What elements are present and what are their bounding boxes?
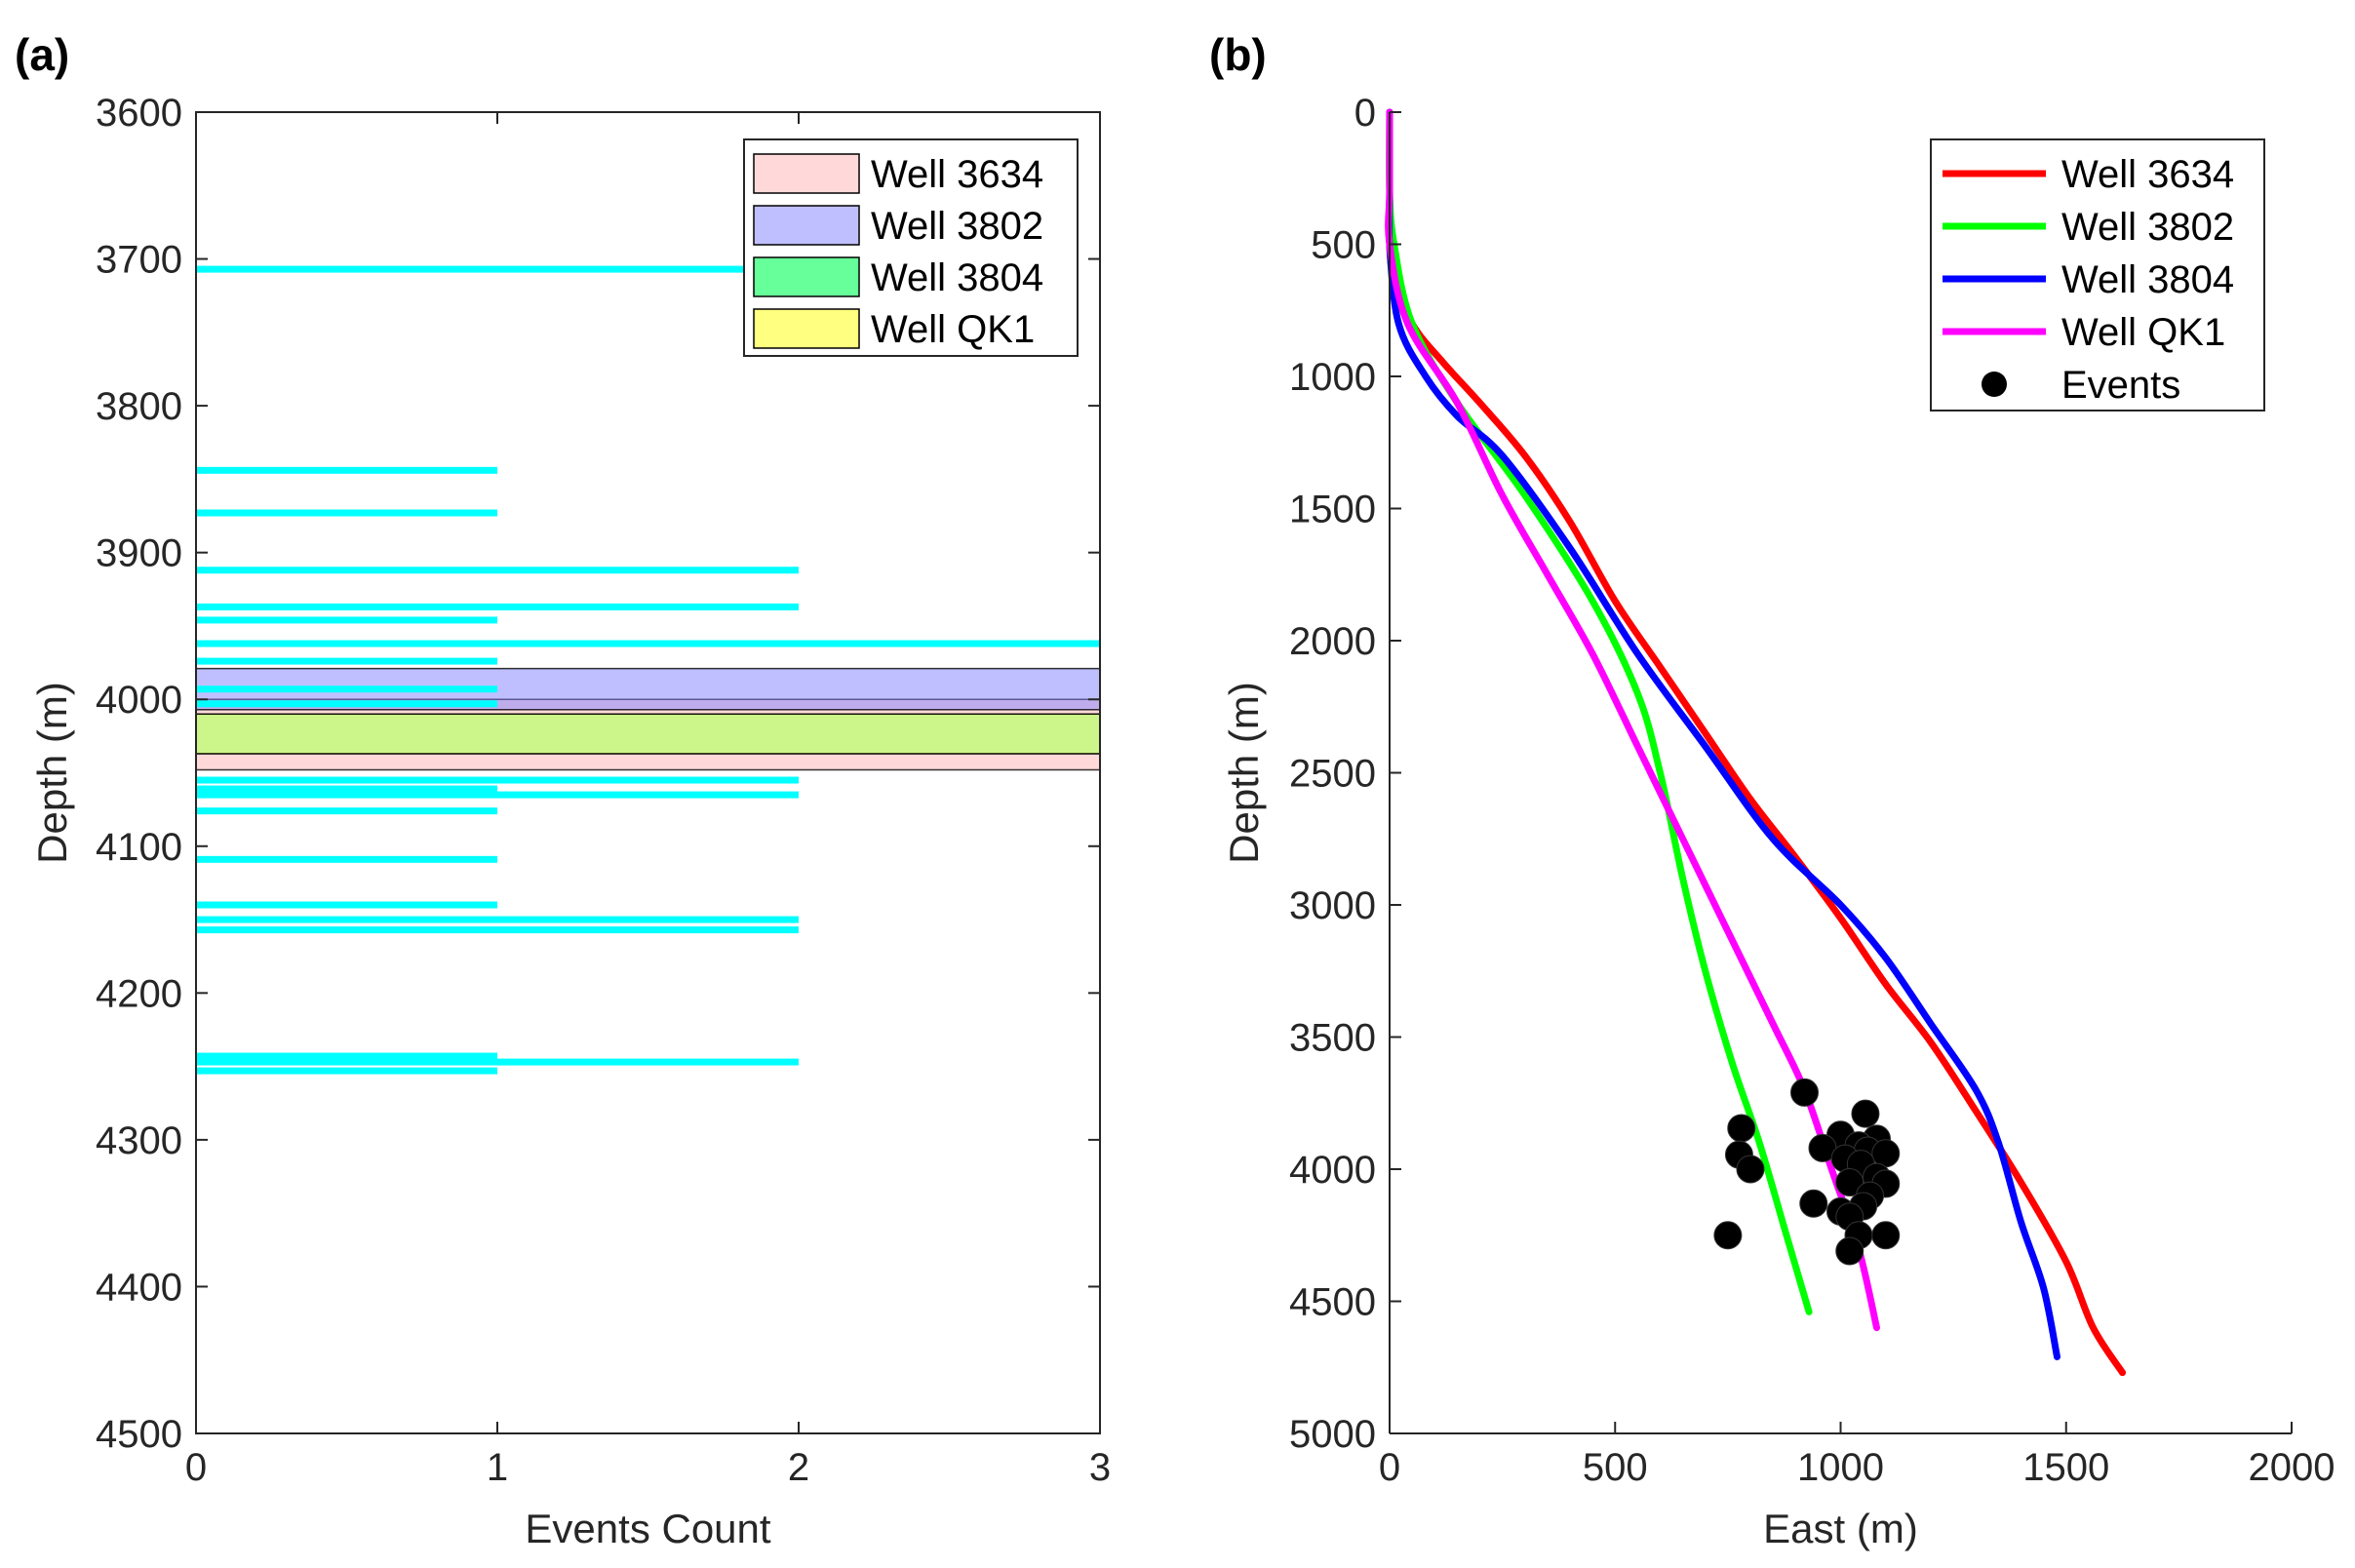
event-bar-0 [196, 265, 799, 273]
y-tick-label: 4000 [1289, 1149, 1376, 1192]
y-tick-label: 3800 [96, 385, 182, 428]
event-bar-18 [196, 1052, 497, 1060]
event-bar-14 [196, 855, 497, 863]
legend-label: Well QK1 [2061, 311, 2225, 354]
panel-a-axes: 0 1 2 3 3600 3700 3800 3900 4000 4100 4200 4300 4400… [96, 92, 1111, 1489]
legend-label: Well 3802 [2061, 206, 2234, 249]
legend-swatch [753, 256, 860, 297]
event-marker-14 [1835, 1168, 1864, 1197]
panel-b-y-axis-label: Depth (m) [1221, 682, 1267, 864]
x-tick-label: 1500 [2022, 1446, 2109, 1489]
panel-b-label: (b) [1209, 29, 1267, 80]
event-bar-2 [196, 509, 497, 517]
y-tick-label: 4100 [96, 826, 182, 869]
event-bar-16 [196, 916, 799, 923]
panel-a-zones [195, 667, 1101, 771]
y-tick-label: 1000 [1289, 356, 1376, 399]
y-tick-label: 4500 [1289, 1281, 1376, 1324]
panel-b-axes: 0 500 1000 1500 2000 0 500 1000 1500 2000 2500 3000… [1289, 92, 2335, 1489]
y-tick-label: 4400 [96, 1266, 182, 1309]
panel-a-y-axis-label: Depth (m) [29, 682, 75, 864]
panel-a-bars [196, 265, 1100, 1075]
event-bar-19 [196, 1058, 799, 1066]
event-marker-2 [1727, 1114, 1756, 1143]
legend-swatch [753, 153, 860, 194]
event-marker-17 [1799, 1189, 1828, 1218]
event-marker-0 [1790, 1078, 1819, 1107]
y-tick-label: 4500 [96, 1413, 182, 1456]
y-tick-label: 5000 [1289, 1413, 1376, 1456]
panel-a-frame [195, 111, 1101, 1434]
panel-a-legend: Well 3634 Well 3802 Well 3804 Well QK1 [743, 138, 1079, 357]
x-tick-label: 0 [1379, 1446, 1400, 1489]
event-bar-17 [196, 926, 799, 934]
trajectory-well-qk1 [1385, 108, 1880, 1332]
event-bar-9 [196, 700, 497, 708]
y-tick-label: 500 [1311, 224, 1376, 267]
legend-label: Well 3634 [871, 153, 1043, 196]
x-tick-label: 3 [1089, 1446, 1111, 1489]
x-tick-label: 1000 [1797, 1446, 1884, 1489]
event-marker-8 [1871, 1139, 1901, 1168]
y-tick-label: 2000 [1289, 620, 1376, 663]
zone-well-qk1 [195, 713, 1101, 755]
panel-b-lines [1385, 108, 2127, 1377]
legend-swatch [753, 205, 860, 246]
y-tick-label: 4200 [96, 972, 182, 1015]
legend-label: Well 3634 [2061, 153, 2234, 196]
event-bar-10 [196, 776, 799, 784]
event-bar-4 [196, 603, 799, 610]
y-tick-label: 4300 [96, 1119, 182, 1162]
event-marker-22 [1871, 1221, 1901, 1250]
event-bar-1 [196, 466, 497, 474]
y-tick-label: 0 [1354, 92, 1376, 135]
event-bar-12 [196, 791, 799, 799]
legend-label: Well QK1 [871, 308, 1035, 351]
event-bar-8 [196, 686, 497, 693]
legend-swatch [753, 308, 860, 349]
legend-label: Well 3802 [871, 205, 1043, 248]
event-bar-11 [196, 785, 497, 793]
y-tick-label: 1500 [1289, 489, 1376, 531]
y-tick-label: 4000 [96, 679, 182, 722]
panel-a-label: (a) [15, 29, 69, 80]
event-bar-13 [196, 807, 497, 815]
trajectory-well-3802 [1386, 108, 1813, 1315]
legend-label: Events [2061, 364, 2180, 407]
y-tick-label: 3600 [96, 92, 182, 135]
legend-label: Well 3804 [871, 256, 1043, 299]
legend-marker [1982, 372, 2007, 397]
event-bar-7 [196, 657, 497, 665]
event-marker-24 [1835, 1236, 1864, 1266]
x-tick-label: 500 [1583, 1446, 1648, 1489]
event-marker-23 [1713, 1221, 1743, 1250]
event-bar-20 [196, 1067, 497, 1075]
y-tick-label: 3900 [96, 532, 182, 575]
trajectory-well-3804 [1385, 108, 2061, 1360]
event-bar-3 [196, 567, 799, 574]
legend-box [1930, 138, 2265, 412]
event-bar-15 [196, 901, 497, 909]
y-tick-label: 2500 [1289, 753, 1376, 796]
y-tick-label: 3000 [1289, 884, 1376, 927]
y-tick-label: 3700 [96, 239, 182, 282]
panel-b-legend: Well 3634 Well 3802 Well 3804 Well QK1 Event… [1930, 138, 2265, 412]
panel-b-events [1713, 1078, 1901, 1266]
event-marker-1 [1851, 1099, 1880, 1128]
x-tick-label: 2000 [2249, 1446, 2335, 1489]
panel-a-x-axis-label: Events Count [525, 1506, 770, 1551]
y-tick-label: 3500 [1289, 1017, 1376, 1060]
event-bar-6 [196, 640, 1100, 647]
legend-label: Well 3804 [2061, 258, 2234, 301]
event-bar-5 [196, 616, 497, 624]
x-tick-label: 1 [487, 1446, 508, 1489]
event-marker-12 [1736, 1155, 1765, 1184]
x-tick-label: 0 [185, 1446, 207, 1489]
x-tick-label: 2 [788, 1446, 809, 1489]
panel-b-x-axis-label: East (m) [1763, 1506, 1918, 1551]
